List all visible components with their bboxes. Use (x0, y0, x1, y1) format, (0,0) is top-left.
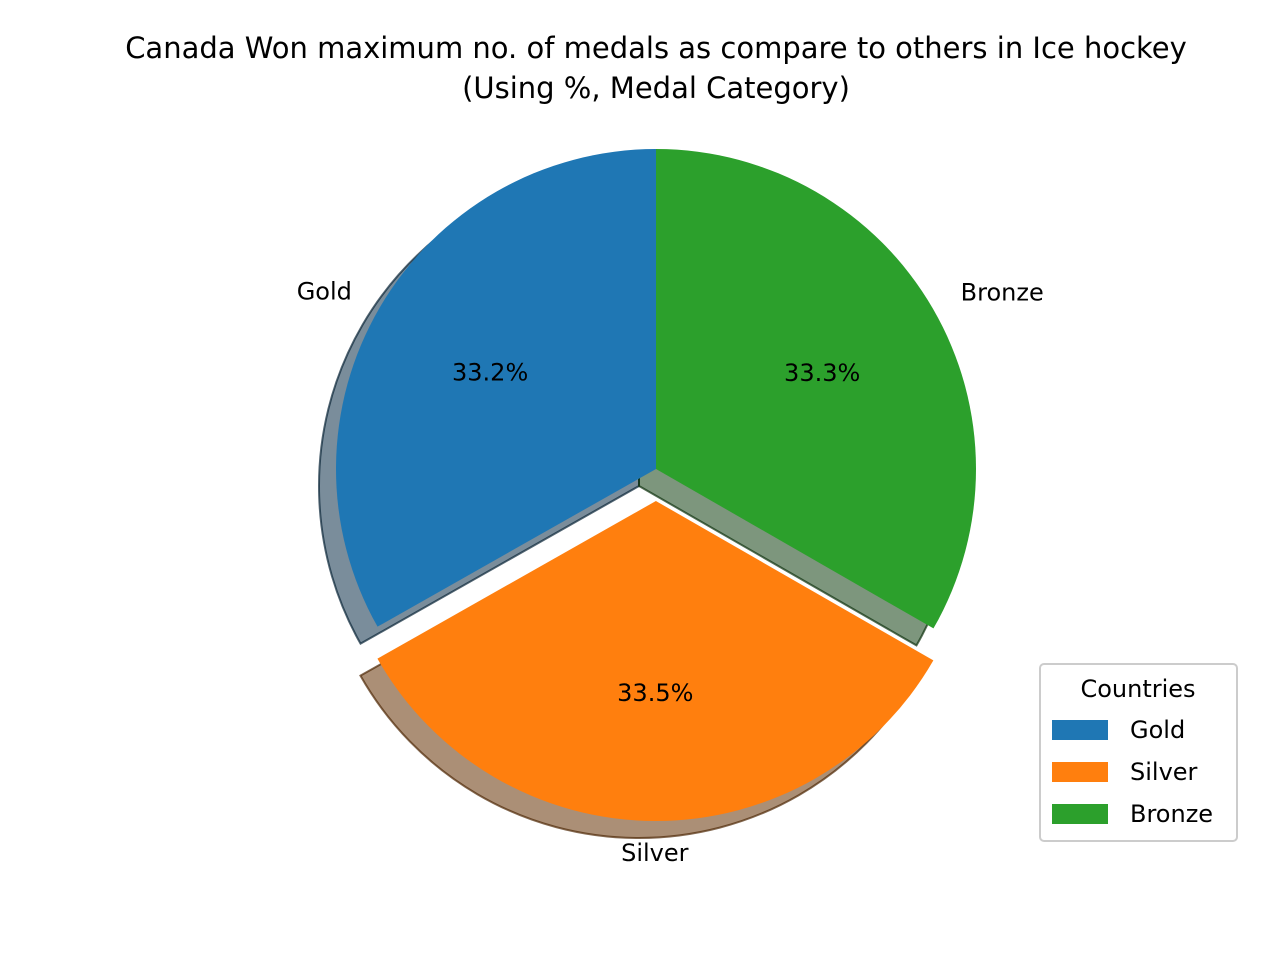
pct-label-gold: 33.2% (452, 358, 528, 386)
legend-swatch-silver (1052, 762, 1108, 782)
legend-swatch-bronze (1052, 804, 1108, 824)
slice-label-gold: Gold (297, 278, 352, 306)
chart-subtitle: (Using %, Medal Category) (462, 71, 850, 105)
legend-frame (1039, 663, 1238, 842)
slice-label-silver: Silver (621, 839, 689, 867)
slice-silver (377, 500, 934, 821)
slice-gold (335, 149, 656, 627)
legend-swatch-gold (1052, 720, 1108, 740)
legend-label-silver: Silver (1130, 758, 1198, 786)
legend-title: Countries (1080, 675, 1195, 703)
slice-label-bronze: Bronze (961, 279, 1044, 307)
chart-title: Canada Won maximum no. of medals as comp… (125, 31, 1187, 105)
legend: Countries Gold Silver Bronze (1039, 663, 1238, 842)
legend-label-bronze: Bronze (1130, 800, 1213, 828)
slice-bronze (656, 149, 976, 629)
pct-label-bronze: 33.3% (784, 359, 860, 387)
pie-slices (335, 149, 976, 821)
slice-labels: Gold 33.2% Silver 33.5% Bronze 33.3% (297, 278, 1044, 867)
legend-label-gold: Gold (1130, 716, 1185, 744)
legend-entries: Gold Silver Bronze (1052, 716, 1213, 828)
pct-label-silver: 33.5% (617, 679, 693, 707)
chart-title-line1: Canada Won maximum no. of medals as comp… (125, 31, 1187, 65)
